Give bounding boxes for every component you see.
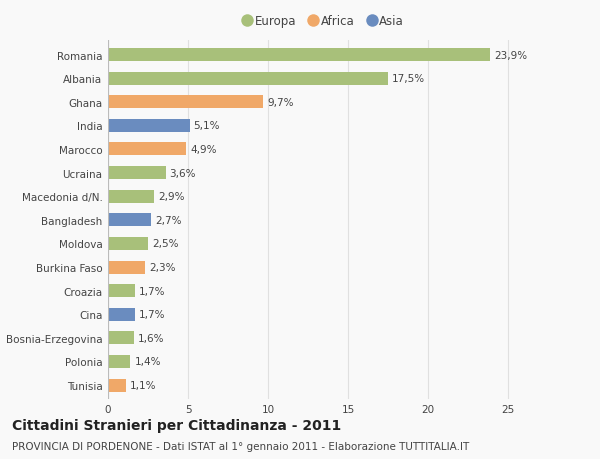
Bar: [108, 167, 166, 179]
Bar: [108, 214, 151, 227]
Bar: [108, 96, 263, 109]
Text: 1,4%: 1,4%: [134, 357, 161, 367]
Bar: [108, 143, 187, 156]
Bar: [108, 285, 135, 297]
Bar: [108, 379, 125, 392]
Bar: [108, 308, 135, 321]
Text: Cittadini Stranieri per Cittadinanza - 2011: Cittadini Stranieri per Cittadinanza - 2…: [12, 418, 341, 431]
Text: PROVINCIA DI PORDENONE - Dati ISTAT al 1° gennaio 2011 - Elaborazione TUTTITALIA: PROVINCIA DI PORDENONE - Dati ISTAT al 1…: [12, 441, 469, 451]
Bar: [108, 190, 154, 203]
Bar: [108, 331, 134, 345]
Bar: [108, 355, 130, 368]
Text: 3,6%: 3,6%: [170, 168, 196, 178]
Bar: [108, 73, 388, 85]
Text: 2,3%: 2,3%: [149, 263, 175, 273]
Text: 1,1%: 1,1%: [130, 380, 156, 390]
Bar: [108, 237, 148, 250]
Legend: Europa, Africa, Asia: Europa, Africa, Asia: [244, 15, 404, 28]
Bar: [108, 120, 190, 133]
Text: 9,7%: 9,7%: [267, 98, 294, 107]
Text: 4,9%: 4,9%: [190, 145, 217, 155]
Text: 1,7%: 1,7%: [139, 286, 166, 296]
Text: 2,5%: 2,5%: [152, 239, 179, 249]
Text: 2,9%: 2,9%: [158, 192, 185, 202]
Text: 17,5%: 17,5%: [392, 74, 425, 84]
Text: 1,7%: 1,7%: [139, 309, 166, 319]
Text: 23,9%: 23,9%: [494, 50, 527, 61]
Text: 2,7%: 2,7%: [155, 215, 182, 225]
Bar: [108, 261, 145, 274]
Bar: [108, 49, 490, 62]
Text: 1,6%: 1,6%: [137, 333, 164, 343]
Text: 5,1%: 5,1%: [194, 121, 220, 131]
